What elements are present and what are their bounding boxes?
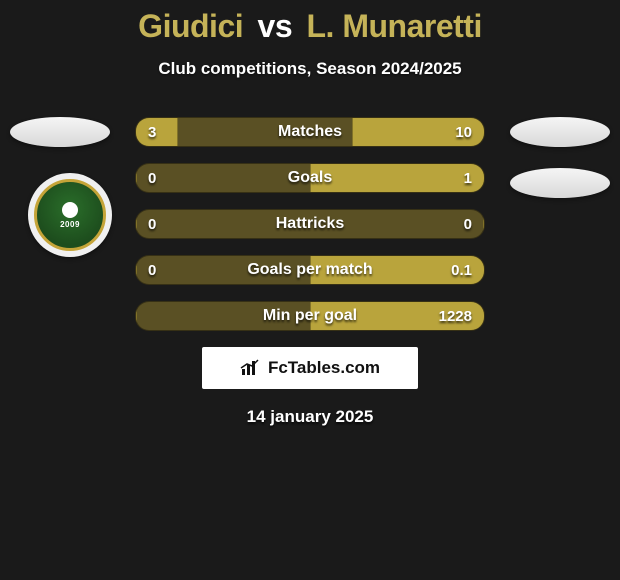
stat-left-fill [136,210,137,238]
stat-left-fill [136,256,137,284]
subtitle: Club competitions, Season 2024/2025 [0,59,620,79]
stat-row: Goals per match00.1 [135,255,485,285]
stat-row: Goals01 [135,163,485,193]
player2-avatar [510,117,610,147]
ball-icon [62,202,78,218]
vs-label: vs [258,8,293,44]
comparison-chart: 2009 Matches310Goals01Hattricks00Goals p… [0,117,620,427]
stat-row: Matches310 [135,117,485,147]
club-badge-year: 2009 [60,220,80,229]
bars-chart-icon [240,359,262,377]
branding-text: FcTables.com [268,358,380,378]
club-badge-inner: 2009 [34,179,106,251]
stat-right-fill [483,210,484,238]
stat-right-fill [352,118,484,146]
title-row: Giudici vs L. Munaretti [0,8,620,45]
player2-name: L. Munaretti [307,8,482,44]
stat-left-value: 0 [148,256,156,284]
stat-right-fill [310,302,484,330]
bars-container: Matches310Goals01Hattricks00Goals per ma… [135,117,485,331]
player2-club-badge [510,168,610,198]
branding-box[interactable]: FcTables.com [202,347,418,389]
stat-row: Hattricks0 0 [135,209,485,239]
stat-row: Min per goal1228 [135,301,485,331]
stat-left-value: 0 [148,210,156,238]
stat-label: Hattricks [136,210,484,238]
stat-left-fill [136,164,137,192]
player1-club-badge: 2009 [28,173,112,257]
stat-right-fill [310,256,484,284]
stat-right-value: 0 [464,210,472,238]
stat-left-fill [136,118,178,146]
stat-left-fill [136,302,137,330]
stat-left-value: 0 [148,164,156,192]
header: Giudici vs L. Munaretti Club competition… [0,0,620,79]
player1-name: Giudici [138,8,243,44]
generated-date: 14 january 2025 [0,407,620,427]
stat-right-fill [310,164,484,192]
player1-avatar [10,117,110,147]
